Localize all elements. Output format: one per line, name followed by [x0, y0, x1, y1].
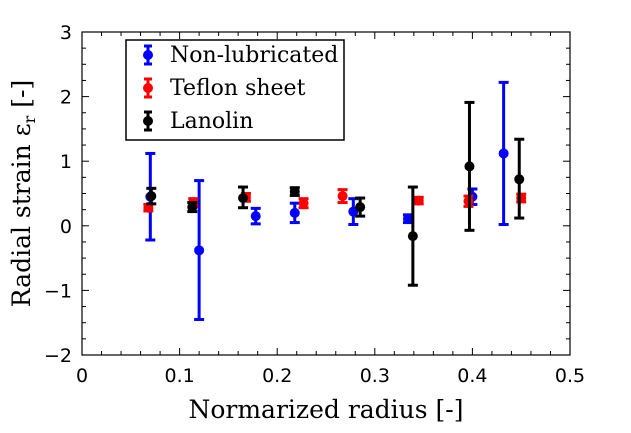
y-tick-label: −1	[44, 280, 72, 302]
data-point	[298, 198, 309, 209]
legend-label: Non-lubricated	[170, 43, 338, 68]
legend-entry: Lanolin	[143, 109, 253, 134]
series-lanolin	[146, 100, 525, 287]
data-point	[498, 148, 509, 159]
y-axis-title-main: Radial strain ε	[7, 123, 36, 307]
data-point	[146, 191, 157, 202]
y-tick-label: 2	[60, 87, 72, 109]
legend-entry: Non-lubricated	[143, 43, 338, 68]
data-point	[250, 211, 261, 222]
y-axis-title-unit: [-]	[7, 80, 36, 108]
y-tick-label: 1	[60, 151, 72, 173]
y-tick-label: −2	[44, 345, 72, 367]
x-tick-label: 0.5	[555, 365, 585, 387]
x-tick-label: 0	[76, 365, 88, 387]
data-point	[337, 191, 348, 202]
legend-box	[125, 39, 345, 141]
data-point	[413, 195, 424, 206]
y-axis-title: Radial strain εr [-]	[7, 80, 39, 307]
y-axis-title-subscript: r	[20, 115, 39, 123]
data-point	[355, 202, 366, 213]
y-tick-label: 0	[60, 216, 72, 238]
y-axis-title-space	[7, 108, 36, 116]
x-tick-label: 0.1	[164, 365, 194, 387]
y-tick-label: 3	[60, 22, 72, 44]
data-point	[187, 202, 198, 213]
legend-label: Teflon sheet	[170, 76, 306, 101]
data-point	[289, 207, 300, 218]
legend-label: Lanolin	[170, 109, 253, 134]
legend-marker	[143, 116, 153, 126]
data-point	[516, 193, 527, 204]
legend-entry: Teflon sheet	[143, 76, 306, 101]
legend: Non-lubricated Teflon sheet Lanolin	[125, 39, 345, 141]
x-axis-title: Normarized radius [-]	[188, 395, 463, 424]
data-point	[464, 161, 475, 172]
axes: 0 0.1 0.2 0.3 0.4 0.5 −2 −1 0 1 2 3	[44, 22, 585, 387]
plot-data	[143, 80, 527, 321]
data-point	[289, 186, 300, 197]
data-point	[407, 231, 418, 242]
x-tick-label: 0.4	[457, 365, 487, 387]
data-point	[514, 174, 525, 185]
data-point	[402, 213, 413, 224]
data-point	[194, 245, 205, 256]
x-tick-label: 0.3	[360, 365, 390, 387]
svg-text:Radial strain εr [-]: Radial strain εr [-]	[7, 80, 39, 307]
data-point	[238, 193, 249, 204]
x-tick-label: 0.2	[262, 365, 292, 387]
legend-marker	[143, 50, 153, 60]
legend-marker	[143, 83, 153, 93]
